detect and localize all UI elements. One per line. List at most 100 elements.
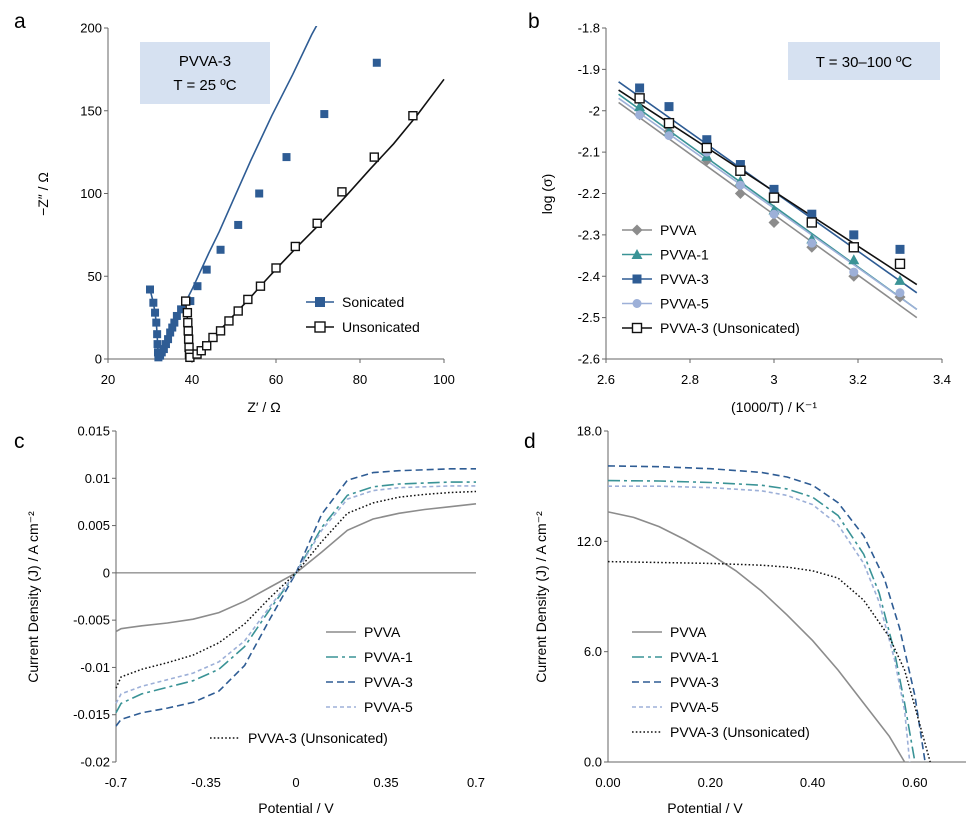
legend-marker-unsonicated (314, 321, 326, 333)
panel-a-x-tick-label: 40 (185, 372, 199, 387)
panel-c-x-tick-label: -0.35 (191, 775, 221, 790)
panel-c-y-tick-label: -0.005 (73, 613, 110, 628)
panel-a-data-point (408, 111, 418, 121)
panel-d: d 0.00 0.20 0.40 0.60 0.0 6.0 12.0 18.0 Potenti… (524, 424, 966, 816)
panel-d-legend-label: PVVA-1 (670, 649, 719, 665)
panel-a-data-point (183, 326, 193, 336)
panel-c-y-axis-label: Current Density (J) / A cm⁻² (25, 511, 41, 683)
panel-b-data-point (807, 209, 817, 219)
panel-a-x-tick-label: 60 (269, 372, 283, 387)
panel-b-legend: PVVA PVVA-1 PVVA-3 PVVA-5 PVVA-3 (Unsonicate… (622, 222, 800, 336)
panel-d-y-tick-label: 18.0 (577, 424, 602, 439)
panel-b-data-point (701, 142, 712, 154)
panel-b-data-point (848, 242, 859, 253)
panel-d-series-line-pvva3 (607, 465, 926, 763)
panel-b-plot: 2.6 2.8 3 3.2 3.4 -2.6 -2.5 -2.4 -2.3 -2.2 -2.1 -2 -… (578, 21, 951, 388)
panel-c-legend-label: PVVA-3 (364, 674, 413, 690)
panel-c-series-line-pvva (115, 503, 477, 633)
panel-a-annotation-box (140, 42, 270, 104)
panel-b-data-point (735, 180, 745, 190)
panel-b-data-point (664, 131, 674, 141)
panel-c-y-tick-label: -0.015 (73, 707, 110, 722)
panel-b-x-tick-label: 3.4 (933, 372, 951, 387)
panel-d-legend-label: PVVA (670, 624, 707, 640)
panel-c-series-line-pvva3 (115, 468, 476, 727)
panel-a-data-point (161, 340, 170, 349)
panel-b-data-point (634, 101, 646, 112)
panel-a: a 20 40 60 80 100 0 50 100 150 200 PVVA-3 T = 25 … (14, 10, 455, 415)
panel-a-data-point (369, 152, 379, 162)
legend-marker-sonicated (315, 297, 325, 307)
panel-c-legend-label: PVVA-5 (364, 699, 413, 715)
panel-a-data-point (182, 307, 193, 318)
panel-d-legend-label: PVVA-5 (670, 699, 719, 715)
panel-a-data-point (255, 189, 264, 198)
panel-b-y-tick-label: -2.5 (578, 310, 600, 325)
panel-b-y-tick-label: -2.3 (578, 227, 600, 242)
panel-b-data-point (849, 230, 859, 240)
panel-a-x-tick-label: 20 (101, 372, 115, 387)
panel-d-x-axis-label: Potential / V (667, 800, 743, 816)
panel-b-data-point (895, 244, 905, 254)
panel-a-data-point (201, 341, 212, 351)
panel-c-y-tick-label: 0.005 (77, 518, 110, 533)
panel-d-y-tick-label: 6.0 (584, 644, 602, 659)
panel-b-y-axis-label: log (σ) (539, 174, 555, 215)
panel-letter-a: a (14, 10, 26, 33)
panel-a-x-tick-label: 80 (353, 372, 367, 387)
panel-d-legend: PVVA PVVA-1 PVVA-3 PVVA-5 PVVA-3 (Unsonicate… (632, 624, 810, 740)
panel-b-x-tick-label: 2.8 (681, 372, 699, 387)
panel-a-data-point (208, 332, 218, 343)
panel-c: c -0.7 -0.35 0 0.35 0.7 -0.02 -0.015 -0.01 -0.00… (14, 424, 485, 817)
panel-a-data-point (234, 220, 243, 229)
panel-b-y-tick-label: -2 (588, 103, 600, 118)
panel-c-y-tick-label: -0.01 (80, 660, 110, 675)
panel-b-legend-label: PVVA (660, 222, 697, 238)
legend-label-unsonicated: Unsonicated (342, 319, 420, 335)
panel-b-data-point (806, 217, 817, 228)
panel-a-data-point (180, 296, 191, 306)
panel-c-y-tick-label: -0.02 (80, 755, 110, 770)
panel-b-legend-label: PVVA-3 (660, 271, 709, 287)
panel-a-data-point (172, 311, 181, 320)
panel-a-data-point (255, 281, 266, 291)
panel-a-y-tick-label: 100 (80, 186, 102, 201)
panel-b-y-tick-label: -2.2 (578, 186, 600, 201)
panel-b-legend-label: PVVA-1 (660, 247, 709, 263)
panel-a-data-point (215, 326, 226, 336)
panel-b-y-tick-label: -2.6 (578, 352, 600, 367)
panel-c-y-tick-label: 0 (103, 565, 110, 580)
panel-b-data-point (769, 184, 779, 194)
panel-letter-d: d (524, 430, 536, 453)
panel-b-y-tick-label: -1.8 (578, 21, 600, 36)
panel-b-x-axis-label: (1000/T) / K⁻¹ (731, 399, 817, 415)
panel-c-plot: -0.7 -0.35 0 0.35 0.7 -0.02 -0.015 -0.01 -0.005 0… (73, 424, 485, 791)
panel-a-data-point (168, 323, 177, 332)
panel-b-data-point (634, 93, 645, 104)
panel-a-data-point (151, 308, 160, 317)
panel-c-x-axis-label: Potential / V (258, 800, 334, 816)
panel-a-data-point (282, 153, 291, 162)
panel-c-x-tick-label: 0.7 (467, 775, 485, 790)
panel-d-series-line-pvva5 (608, 485, 911, 763)
panel-c-series-line-unsonicated (115, 490, 477, 689)
panel-c-y-tick-label: 0.015 (77, 424, 110, 439)
legend-label-sonicated: Sonicated (342, 294, 404, 310)
panel-b-legend-marker (631, 224, 643, 236)
panel-a-y-axis-label: −Z″ / Ω (35, 172, 51, 216)
panel-b: b 2.6 2.8 3 3.2 3.4 -2.6 -2.5 -2.4 -2.3 -2.2 -2.1 -… (528, 10, 951, 415)
panel-a-data-point (149, 298, 158, 307)
panel-b-data-point (735, 160, 745, 170)
panel-a-data-point (183, 317, 193, 328)
panel-b-data-point (635, 83, 645, 93)
panel-c-x-tick-label: 0.35 (373, 775, 398, 790)
panel-b-data-point (664, 102, 674, 112)
panel-c-legend: PVVA PVVA-1 PVVA-3 PVVA-5 PVVA-3 (Unsonicate… (210, 624, 413, 746)
panel-a-x-tick-label: 100 (433, 372, 455, 387)
panel-a-data-point (183, 334, 194, 344)
panel-a-data-point (170, 318, 179, 327)
panel-c-series-line-pvva5 (115, 485, 476, 704)
panel-a-data-point (159, 345, 168, 354)
